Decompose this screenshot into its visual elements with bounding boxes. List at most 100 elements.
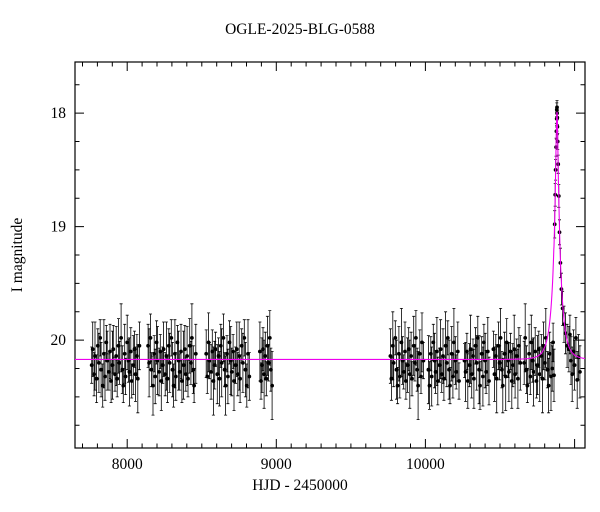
data-point [216, 354, 221, 358]
data-point [546, 383, 551, 388]
data-point [192, 383, 197, 388]
data-point [437, 363, 442, 367]
data-point [518, 361, 523, 365]
data-point [167, 361, 172, 365]
data-point [477, 367, 481, 372]
data-point [439, 372, 444, 377]
data-point [578, 370, 582, 374]
data-point [259, 379, 263, 383]
data-point [508, 349, 513, 354]
data-point [417, 351, 422, 356]
data-point [223, 383, 228, 388]
data-point [475, 336, 480, 340]
data-point [244, 383, 249, 388]
data-point [219, 361, 224, 365]
x-tick-label: 9000 [261, 456, 292, 473]
data-point [181, 363, 186, 367]
data-point [449, 351, 454, 356]
data-point [390, 343, 395, 348]
data-point [99, 367, 103, 372]
data-point [242, 336, 247, 340]
data-point [522, 361, 527, 365]
data-point [569, 358, 573, 363]
data-point [95, 343, 100, 348]
data-point [445, 336, 450, 340]
data-point [89, 363, 94, 367]
data-point [132, 347, 137, 352]
data-point [153, 374, 158, 379]
model-curve [75, 111, 586, 360]
data-point [537, 372, 542, 377]
data-point [166, 343, 171, 348]
data-point [128, 349, 133, 354]
data-point [523, 336, 528, 340]
data-point [129, 379, 134, 383]
data-point [413, 361, 417, 365]
data-point [516, 376, 520, 381]
data-point [175, 340, 180, 345]
data-point [148, 336, 153, 340]
data-point [267, 336, 272, 340]
data-point [435, 349, 439, 354]
data-point [103, 374, 107, 379]
data-point [263, 354, 268, 358]
data-point [414, 336, 418, 340]
data-point [467, 363, 472, 367]
data-point [232, 379, 236, 383]
data-point [481, 374, 485, 379]
data-point [507, 370, 511, 374]
data-point [261, 347, 265, 352]
data-point [407, 372, 412, 377]
data-point [428, 351, 433, 356]
data-point [502, 351, 507, 356]
data-point [135, 354, 139, 358]
data-point [241, 361, 245, 365]
data-point [472, 376, 476, 381]
data-point [465, 379, 470, 383]
data-point [393, 336, 398, 340]
data-point [146, 343, 151, 348]
data-point [161, 347, 166, 352]
data-point [179, 349, 183, 354]
data-point [388, 354, 393, 358]
data-point [479, 351, 484, 356]
data-point [115, 376, 120, 381]
data-point [435, 379, 440, 383]
plot-border [74, 61, 586, 449]
data-point [404, 379, 408, 383]
data-point [209, 370, 214, 374]
data-point [528, 374, 533, 379]
data-point [420, 340, 424, 345]
data-point [164, 354, 169, 358]
data-point [429, 374, 434, 379]
data-point [243, 367, 248, 372]
data-point [529, 340, 534, 345]
data-point [117, 361, 122, 365]
data-point [217, 376, 222, 381]
data-point [492, 372, 497, 377]
data-point [444, 361, 449, 365]
data-point [229, 370, 234, 374]
data-point [109, 379, 113, 383]
data-point [116, 343, 121, 348]
data-point [191, 367, 196, 372]
data-point [158, 349, 163, 354]
data-point [451, 374, 455, 379]
data-point [92, 372, 96, 377]
x-axis-label: HJD - 2450000 [252, 477, 348, 494]
data-point [494, 376, 499, 381]
data-point [568, 332, 572, 337]
data-point [165, 376, 170, 381]
data-point [540, 376, 545, 381]
data-point [218, 343, 223, 348]
data-point [160, 363, 165, 367]
data-point [131, 363, 136, 367]
data-point [173, 351, 177, 356]
data-point [570, 372, 575, 377]
data-point [438, 347, 443, 352]
data-point [147, 361, 152, 365]
data-point [389, 376, 394, 381]
data-point [473, 343, 478, 348]
data-point [102, 351, 106, 356]
data-point [536, 347, 541, 352]
